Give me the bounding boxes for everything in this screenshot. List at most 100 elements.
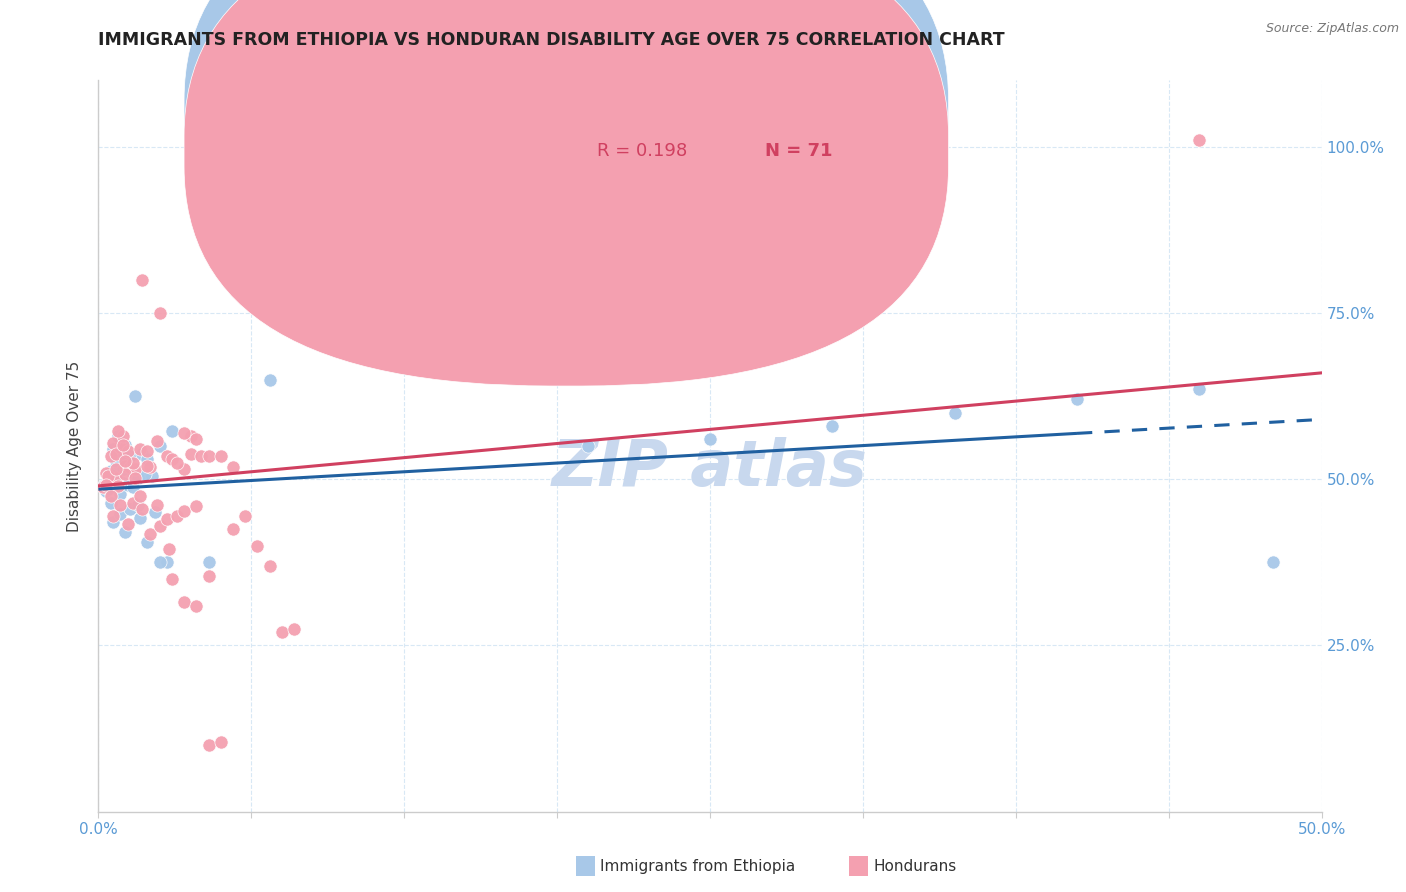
Point [101, 442, 124, 457]
Point [114, 438, 136, 452]
Point [149, 439, 172, 453]
Point [156, 555, 179, 569]
Text: Source: ZipAtlas.com: Source: ZipAtlas.com [1265, 22, 1399, 36]
Point [699, 433, 721, 447]
Point [233, 508, 256, 523]
Y-axis label: Disability Age Over 75: Disability Age Over 75 [67, 360, 83, 532]
Point [117, 451, 139, 466]
Point [111, 438, 134, 452]
Point [107, 457, 129, 471]
Point [136, 452, 159, 467]
Point [121, 480, 143, 494]
Point [143, 506, 166, 520]
Point [149, 306, 172, 320]
Point [111, 462, 134, 476]
Text: Immigrants from Ethiopia: Immigrants from Ethiopia [600, 859, 796, 873]
Point [104, 447, 127, 461]
Point [149, 555, 172, 569]
Point [101, 516, 124, 530]
Point [1261, 555, 1284, 569]
Point [156, 512, 179, 526]
Point [120, 449, 142, 463]
Point [129, 489, 152, 503]
Text: R = 0.198: R = 0.198 [598, 142, 688, 161]
Point [283, 622, 305, 636]
Text: ZIP atlas: ZIP atlas [553, 437, 868, 499]
Point [576, 293, 599, 307]
Point [107, 429, 129, 443]
Point [173, 504, 195, 518]
Point [180, 429, 202, 443]
Point [222, 460, 245, 475]
Point [157, 542, 180, 557]
Point [101, 435, 124, 450]
Point [104, 472, 127, 486]
Point [121, 466, 143, 480]
Point [110, 487, 132, 501]
Point [146, 498, 169, 512]
Point [146, 434, 169, 448]
Point [197, 555, 219, 569]
Text: N = 71: N = 71 [765, 142, 832, 161]
Point [94, 484, 117, 499]
Point [124, 462, 146, 476]
Point [91, 480, 114, 494]
Point [259, 372, 281, 386]
Point [104, 453, 127, 467]
Point [139, 526, 162, 541]
Point [209, 449, 232, 463]
Point [94, 466, 117, 480]
Point [190, 449, 212, 463]
Point [91, 479, 114, 493]
Point [129, 442, 152, 457]
Point [111, 445, 134, 459]
Point [120, 502, 142, 516]
Point [576, 439, 599, 453]
Point [97, 482, 120, 496]
Point [131, 502, 153, 516]
Point [114, 453, 136, 467]
Point [136, 535, 159, 549]
Point [107, 425, 129, 439]
Point [97, 469, 120, 483]
Point [124, 467, 146, 481]
Point [149, 518, 172, 533]
Point [821, 299, 844, 313]
Point [127, 471, 149, 485]
Point [104, 471, 127, 485]
Point [136, 444, 159, 458]
Point [166, 508, 188, 523]
Point [160, 452, 183, 467]
Point [943, 406, 966, 420]
Point [124, 389, 146, 403]
Point [127, 498, 149, 512]
Text: Hondurans: Hondurans [873, 859, 956, 873]
Point [100, 449, 122, 463]
Point [100, 495, 122, 509]
Point [100, 464, 122, 478]
Point [110, 498, 132, 512]
Point [197, 449, 219, 463]
Point [197, 738, 219, 752]
Point [120, 460, 142, 475]
Point [136, 458, 159, 473]
Point [131, 447, 153, 461]
Point [222, 522, 245, 536]
Point [173, 462, 195, 476]
Point [117, 477, 139, 491]
Point [114, 458, 136, 473]
Point [197, 568, 219, 582]
Point [1188, 383, 1211, 397]
Point [139, 460, 162, 475]
Point [114, 525, 136, 540]
Point [100, 489, 122, 503]
Point [111, 475, 134, 490]
Text: N = 48: N = 48 [765, 106, 832, 124]
Point [131, 273, 153, 287]
Text: R = 0.158: R = 0.158 [598, 106, 688, 124]
Point [101, 508, 124, 523]
Point [173, 425, 195, 440]
Point [180, 447, 202, 461]
Point [1066, 392, 1088, 407]
Point [110, 440, 132, 454]
